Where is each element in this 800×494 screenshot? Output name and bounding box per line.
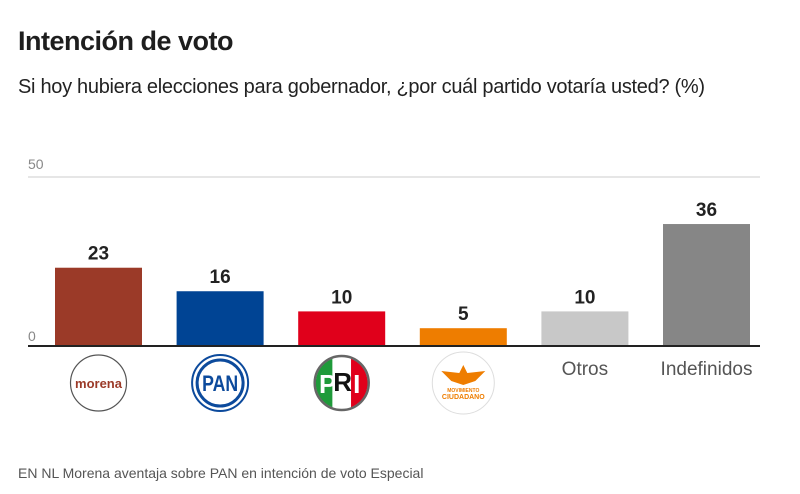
data-label: 10 [331, 287, 352, 308]
eagle-icon [441, 365, 486, 385]
bar-1 [176, 291, 264, 345]
x-tick-label: morena [75, 376, 123, 391]
y-tick-label: 0 [28, 328, 36, 344]
x-tick-label: R [333, 367, 352, 397]
chart-title: Intención de voto [18, 26, 234, 56]
data-label: 36 [696, 200, 717, 221]
pri-logo-red [351, 357, 368, 409]
bar-5 [663, 224, 750, 345]
x-tick-label: PAN [202, 371, 238, 396]
bar-0 [55, 267, 142, 345]
y-tick-label: 50 [28, 156, 44, 172]
x-tick-label: MOVIMIENTO [447, 388, 479, 394]
pan-logo-ring [195, 358, 245, 408]
data-label: 5 [458, 304, 469, 325]
bar-4 [541, 311, 629, 345]
bar-2 [298, 311, 386, 345]
caption: EN NL Morena aventaja sobre PAN en inten… [18, 465, 424, 481]
x-tick-label: P [319, 369, 336, 399]
data-label: 16 [210, 267, 231, 288]
data-label: 23 [88, 244, 109, 265]
pri-logo-green [315, 357, 334, 409]
bar-chart: 50 0 23 16 10 5 10 36 morena PAN PR I MOVIMIENTOCIUD… [28, 156, 760, 415]
chart-subtitle: Si hoy hubiera elecciones para gobernado… [18, 76, 705, 98]
x-tick-label: I [353, 369, 360, 399]
x-tick-label: CIUDADANO [442, 394, 485, 401]
pri-logo-white [332, 357, 353, 409]
morena-logo-icon [69, 354, 128, 412]
pri-logo-icon [313, 354, 370, 412]
data-label: 10 [574, 287, 595, 308]
x-tick-label: Indefinidos [661, 359, 753, 380]
bar-3 [419, 328, 507, 345]
x-tick-label: Otros [562, 359, 608, 380]
